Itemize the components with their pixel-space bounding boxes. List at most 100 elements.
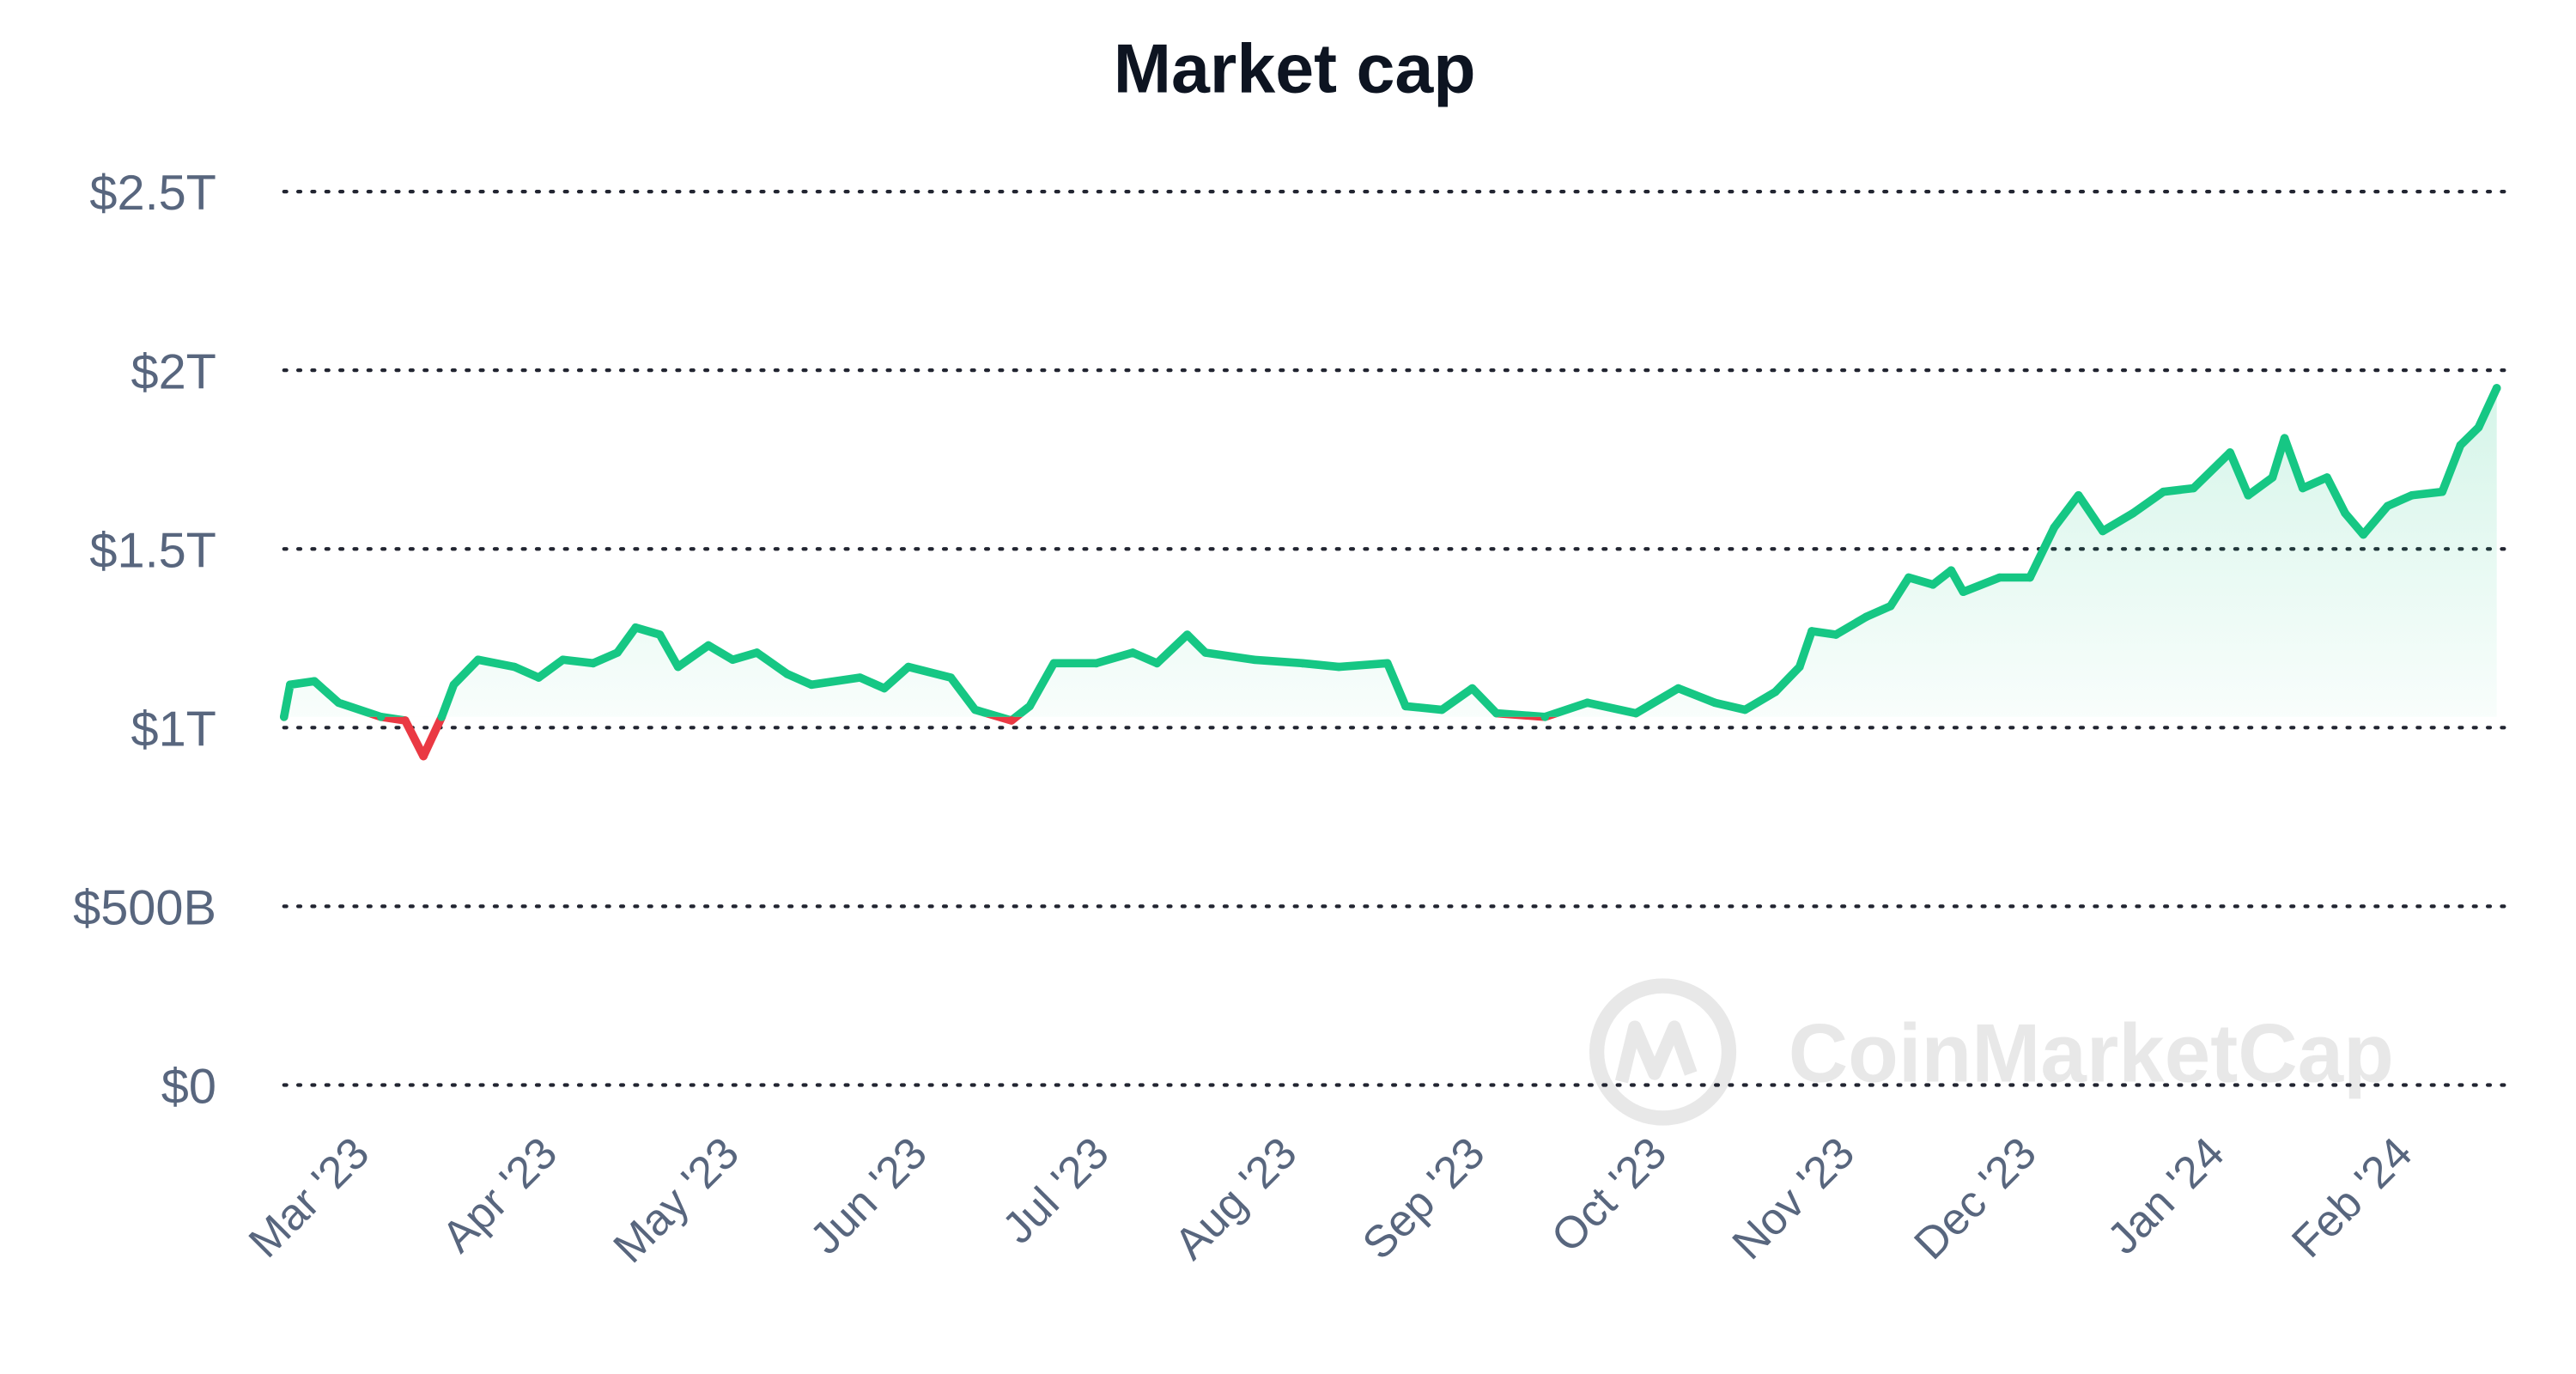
data-point: [1128, 648, 1137, 657]
data-point: [2244, 491, 2253, 500]
data-point: [1832, 630, 1840, 639]
data-point: [2492, 384, 2501, 392]
x-tick-label: Jan '24: [2098, 1128, 2233, 1264]
data-point: [1771, 687, 1780, 696]
data-point: [1631, 708, 1640, 718]
data-point: [1995, 573, 2004, 582]
data-point: [855, 673, 865, 682]
data-point: [2298, 483, 2307, 493]
data-point: [1947, 566, 1956, 575]
data-point: [2359, 530, 2368, 539]
data-point: [807, 680, 816, 690]
coinmarketcap-logo-icon: [1589, 978, 1737, 1126]
data-point: [1886, 602, 1895, 611]
data-point: [2226, 448, 2234, 457]
y-tick-label: $0: [161, 1060, 216, 1115]
data-point: [1201, 648, 1210, 657]
data-point: [376, 713, 386, 721]
data-point: [1382, 659, 1392, 668]
data-point: [1674, 684, 1683, 693]
chart-title: Market cap: [1114, 31, 1476, 108]
data-point: [534, 673, 544, 682]
x-tick-label: Mar '23: [240, 1128, 379, 1268]
data-point: [2129, 508, 2137, 518]
x-tick-label: Jul '23: [993, 1128, 1119, 1254]
data-point: [673, 662, 683, 672]
watermark-text: CoinMarketCap: [1789, 1008, 2394, 1100]
data-point: [1182, 630, 1192, 639]
data-point: [704, 641, 713, 650]
data-point: [782, 670, 792, 678]
data-point: [2050, 523, 2059, 532]
data-point: [334, 698, 343, 707]
y-tick-label: $1T: [131, 702, 216, 757]
x-tick-label: Aug '23: [1165, 1128, 1306, 1269]
market-cap-line-up: [279, 384, 2501, 717]
data-point: [2323, 473, 2331, 482]
data-point: [879, 684, 889, 693]
y-tick-label: $500B: [73, 881, 216, 936]
data-point: [2268, 473, 2277, 482]
data-point: [2438, 487, 2446, 496]
data-point: [589, 659, 598, 668]
data-point: [1905, 573, 1913, 582]
data-point: [473, 655, 483, 665]
data-point: [1467, 684, 1477, 693]
data-point: [2026, 573, 2034, 582]
data-point: [1862, 612, 1871, 622]
data-point: [2189, 483, 2198, 493]
x-tick-label: Apr '23: [433, 1128, 567, 1262]
data-point: [2280, 434, 2289, 443]
data-point: [1929, 581, 1937, 589]
data-point: [310, 677, 319, 686]
data-point: [1492, 708, 1501, 718]
data-point: [904, 662, 913, 672]
data-point: [1249, 655, 1259, 665]
x-tick-label: Jun '23: [801, 1128, 937, 1264]
data-point: [2383, 502, 2392, 511]
data-point: [1152, 659, 1162, 668]
data-point: [437, 713, 447, 721]
data-point: [631, 623, 641, 632]
data-point: [1807, 627, 1816, 635]
data-point: [1007, 716, 1016, 725]
data-point: [510, 662, 519, 672]
data-point: [1540, 713, 1550, 721]
data-point: [1710, 698, 1719, 707]
data-point: [613, 648, 622, 657]
data-point: [728, 655, 738, 665]
x-tick-label: Dec '23: [1905, 1128, 2046, 1269]
x-tick-label: May '23: [605, 1128, 749, 1273]
data-point: [1795, 662, 1804, 672]
data-point: [1334, 662, 1344, 672]
data-point: [1959, 587, 1968, 596]
data-point: [1049, 659, 1059, 668]
data-point: [946, 673, 956, 682]
data-point: [2408, 491, 2416, 500]
coinmarketcap-watermark: CoinMarketCap: [1589, 978, 2394, 1126]
data-point: [2098, 526, 2107, 536]
data-point: [1741, 705, 1750, 714]
data-point: [279, 713, 289, 721]
x-tick-label: Nov '23: [1723, 1128, 1864, 1269]
coinmarketcap-logo-wave: [1614, 1020, 1698, 1084]
data-point: [1437, 705, 1447, 714]
data-point: [558, 655, 568, 665]
data-point: [1025, 702, 1034, 711]
x-tick-label: Sep '23: [1353, 1128, 1494, 1269]
y-tick-label: $1.5T: [89, 523, 216, 578]
y-tick-label: $2.5T: [89, 166, 216, 221]
data-point: [655, 630, 665, 639]
data-point: [1092, 659, 1101, 668]
x-tick-label: Oct '23: [1542, 1128, 1676, 1262]
data-point: [2474, 423, 2483, 432]
data-point: [752, 648, 762, 657]
data-point: [2456, 441, 2465, 450]
data-point: [2159, 487, 2168, 496]
data-point: [1401, 702, 1410, 711]
data-point: [2341, 508, 2349, 518]
data-point: [1583, 698, 1592, 707]
data-point: [1298, 659, 1307, 668]
market-cap-area: [283, 387, 2497, 717]
